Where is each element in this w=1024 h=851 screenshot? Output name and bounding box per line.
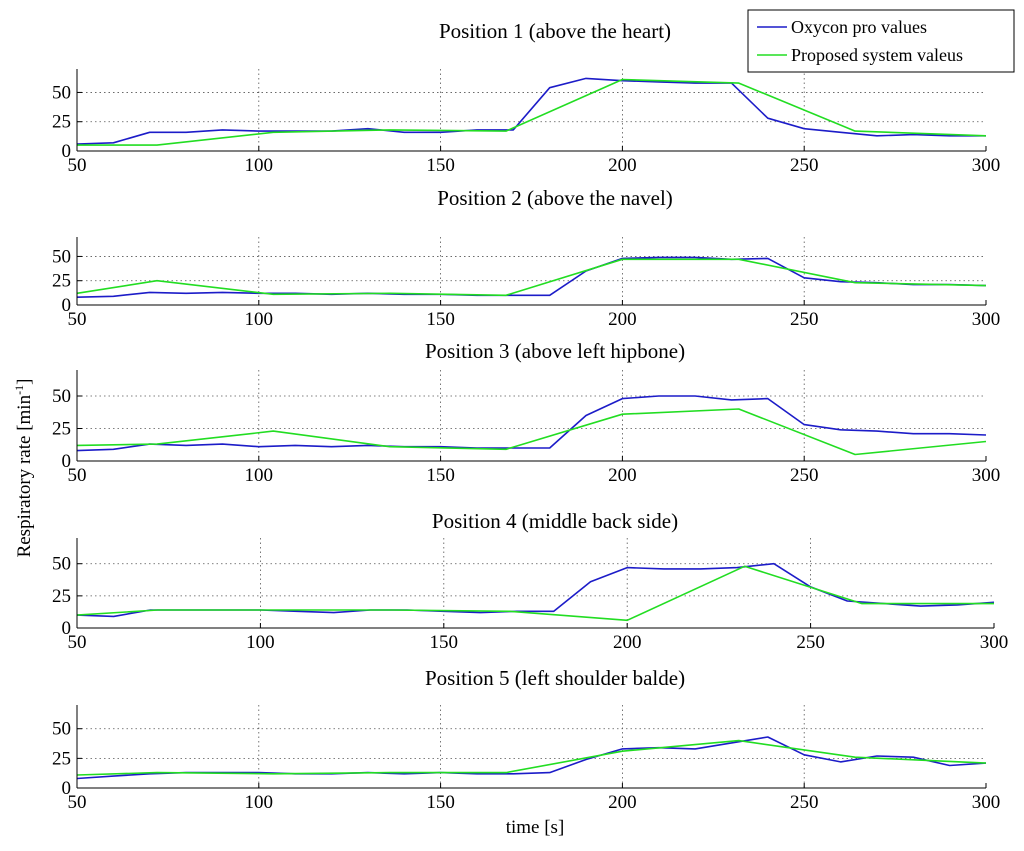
x-tick-label: 150 [430, 632, 459, 653]
panel-5: 50 100 150 200 250 300 0 25 50 Position 5 (left s… [52, 666, 1000, 813]
x-tick-label: 150 [426, 155, 455, 176]
y-tick-label: 25 [52, 586, 71, 607]
x-tick-label: 150 [426, 309, 455, 330]
y-axis-label: Respiratory rate [min-1] [12, 379, 35, 558]
y-tick-label: 25 [52, 112, 71, 133]
plot-area [77, 237, 986, 305]
y-tick-label: 50 [52, 554, 71, 575]
series-line-oxycon [76, 395, 987, 452]
panel-2: 50 100 150 200 250 300 0 25 50 Position 2 (above … [52, 186, 1000, 330]
x-tick-label: 300 [972, 309, 1001, 330]
y-tick-label: 50 [52, 719, 71, 740]
y-tick-label: 0 [62, 618, 72, 639]
panel-4: 50 100 150 200 250 300 0 25 50 Position 4 (middle… [52, 509, 1008, 653]
y-tick-label: 0 [62, 451, 72, 472]
y-tick-label: 25 [52, 271, 71, 292]
plot-area [77, 538, 994, 628]
x-tick-label: 50 [68, 465, 87, 486]
x-tick-label: 200 [608, 465, 637, 486]
x-tick-label: 200 [608, 309, 637, 330]
y-axis-label-close: ] [14, 379, 35, 385]
x-axis-label: time [s] [506, 817, 565, 838]
panel-title: Position 1 (above the heart) [439, 19, 671, 43]
panel-title: Position 5 (left shoulder balde) [425, 666, 685, 690]
x-tick-label: 150 [426, 465, 455, 486]
x-tick-label: 200 [608, 792, 637, 813]
x-tick-label: 150 [426, 792, 455, 813]
x-tick-label: 50 [68, 632, 87, 653]
x-tick-label: 100 [245, 155, 274, 176]
legend-box [747, 9, 1015, 73]
x-tick-label: 100 [246, 632, 275, 653]
x-tick-label: 300 [972, 792, 1001, 813]
x-tick-label: 200 [613, 632, 642, 653]
x-tick-label: 100 [245, 792, 274, 813]
panel-3: 50 100 150 200 250 300 0 25 50 Position 3 (above … [52, 339, 1000, 486]
x-tick-label: 50 [68, 309, 87, 330]
y-tick-label: 50 [52, 386, 71, 407]
y-tick-label: 50 [52, 82, 71, 103]
x-tick-label: 250 [790, 792, 819, 813]
y-tick-label: 25 [52, 419, 71, 440]
series-line-oxycon [76, 256, 987, 298]
y-tick-label: 50 [52, 246, 71, 267]
series-line-proposed [76, 565, 994, 622]
x-tick-label: 100 [245, 465, 274, 486]
legend-label-proposed: Proposed system valeus [791, 45, 963, 65]
series-line-oxycon [76, 77, 986, 145]
x-tick-label: 50 [68, 792, 87, 813]
x-tick-label: 250 [796, 632, 825, 653]
series-line-proposed [77, 78, 987, 146]
legend-label-oxycon: Oxycon pro values [791, 17, 927, 37]
series-line-proposed [76, 258, 987, 297]
x-tick-label: 100 [245, 309, 274, 330]
plot-area [77, 705, 986, 788]
x-tick-label: 50 [68, 155, 87, 176]
x-tick-label: 250 [790, 465, 819, 486]
x-tick-label: 200 [608, 155, 637, 176]
y-axis-label-main: Respiratory rate [min [14, 394, 35, 557]
panel-title: Position 4 (middle back side) [432, 509, 678, 533]
y-tick-label: 0 [62, 141, 72, 162]
x-tick-label: 300 [980, 632, 1009, 653]
x-tick-label: 300 [972, 465, 1001, 486]
panel-title: Position 2 (above the navel) [437, 186, 673, 210]
y-axis-label-superscript: -1 [12, 385, 26, 395]
x-tick-label: 250 [790, 309, 819, 330]
y-tick-label: 0 [62, 778, 72, 799]
y-tick-label: 0 [62, 295, 72, 316]
x-tick-label: 250 [790, 155, 819, 176]
y-tick-label: 25 [52, 748, 71, 769]
panel-title: Position 3 (above left hipbone) [425, 339, 685, 363]
panel-1: 50 100 150 200 250 300 0 25 50 Position 1 (above … [52, 19, 1000, 176]
x-tick-label: 300 [972, 155, 1001, 176]
series-line-proposed [76, 408, 987, 456]
series-line-proposed [76, 739, 987, 776]
legend: Oxycon pro values Proposed system valeus [747, 9, 1015, 73]
